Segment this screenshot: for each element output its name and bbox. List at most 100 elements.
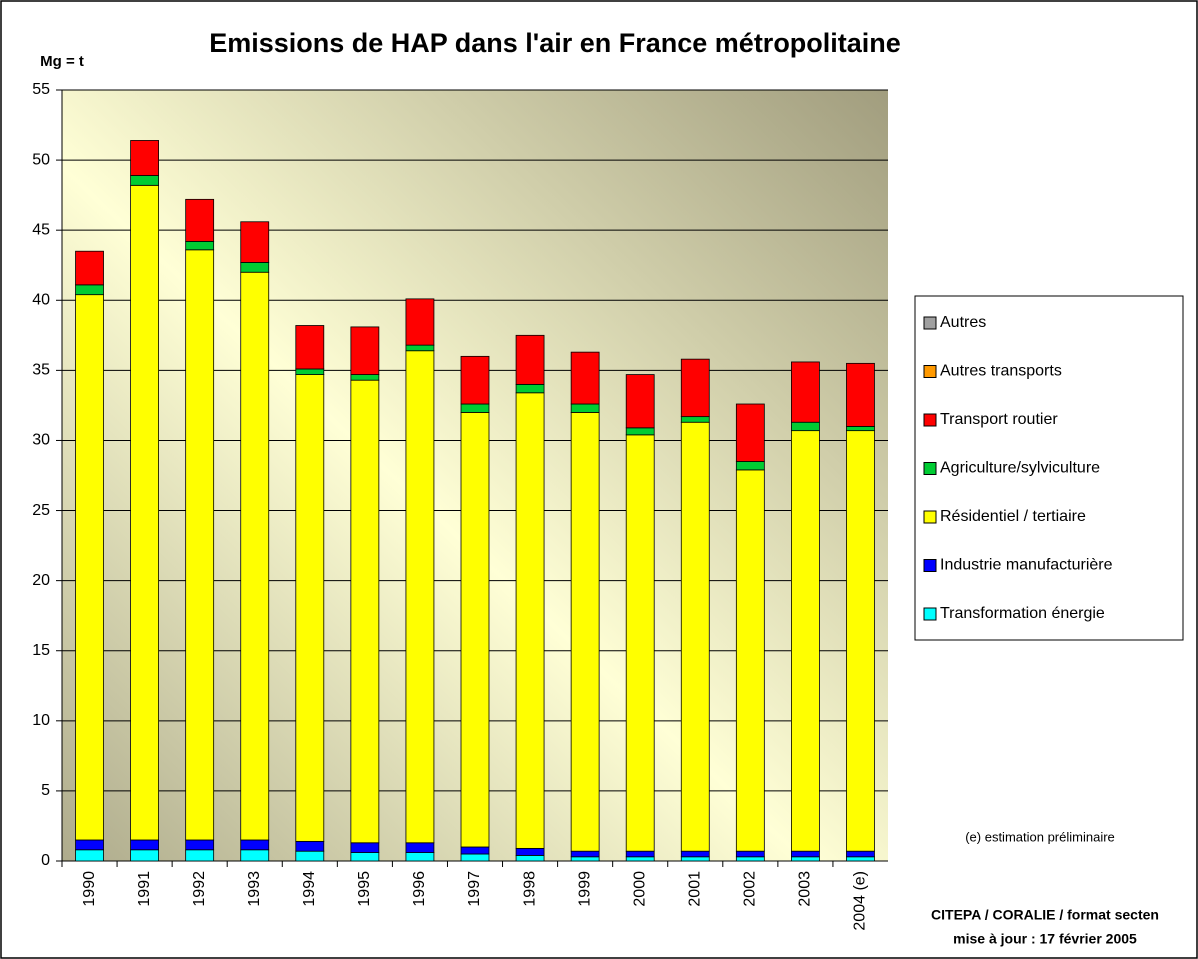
bar-segment: [185, 240, 215, 251]
bar-segment: [791, 856, 820, 862]
legend-swatch: [923, 413, 937, 427]
bar-segment: [515, 854, 545, 862]
bar-segment: [240, 271, 270, 841]
bar-segment: [735, 403, 765, 462]
bar-segment: [405, 852, 435, 862]
x-tick-label: 2002: [742, 871, 759, 907]
x-tick-label: 2001: [686, 871, 703, 907]
legend-swatch: [923, 316, 937, 330]
bar-segment: [240, 262, 270, 273]
x-tick-label: 1995: [356, 871, 373, 907]
bar-segment: [625, 850, 655, 858]
annotation: mise à jour : 17 février 2005: [953, 931, 1137, 947]
bar-segment: [130, 175, 160, 186]
bar-segment: [405, 344, 435, 352]
bar-segment: [846, 430, 875, 852]
legend-swatch: [923, 365, 937, 378]
bar-segment: [570, 850, 600, 858]
bar-segment: [846, 856, 875, 862]
bar-segment: [295, 850, 325, 862]
bar-segment: [515, 334, 545, 385]
bar-segment: [75, 294, 104, 841]
bar-segment: [570, 856, 600, 862]
bar-segment: [791, 850, 820, 858]
x-tick-label: 1994: [301, 871, 318, 907]
bar-segment: [350, 374, 380, 381]
bar-segment: [295, 368, 325, 375]
annotation: (e) estimation préliminaire: [965, 829, 1115, 844]
y-tick-label: 50: [32, 151, 50, 168]
legend-label: Industrie manufacturière: [940, 557, 1113, 574]
bar-segment: [295, 325, 325, 370]
y-axis-label: Mg = t: [40, 53, 84, 70]
bar-segment: [515, 392, 545, 849]
bar-segment: [295, 374, 325, 842]
legend-label: Agriculture/sylviculture: [940, 460, 1100, 477]
y-tick-label: 20: [32, 572, 50, 589]
y-tick-label: 40: [32, 291, 50, 308]
bar-segment: [460, 846, 490, 855]
y-tick-label: 30: [32, 432, 50, 449]
y-tick-label: 55: [32, 81, 50, 98]
x-tick-label: 1997: [466, 871, 483, 907]
bar-segment: [791, 361, 820, 423]
bar-segment: [240, 849, 270, 862]
bar-segment: [75, 839, 104, 851]
bar-segment: [130, 140, 160, 176]
y-tick-label: 5: [41, 782, 50, 799]
bar-segment: [791, 421, 820, 432]
y-tick-label: 45: [32, 221, 50, 238]
bar-segment: [185, 849, 215, 862]
y-tick-label: 0: [41, 852, 50, 869]
x-tick-label: 1999: [576, 871, 593, 907]
bar-segment: [130, 839, 160, 851]
bar-segment: [460, 403, 490, 413]
legend-swatch: [923, 462, 937, 475]
bar-segment: [350, 852, 380, 862]
legend-swatch: [923, 510, 937, 524]
bar-segment: [791, 430, 820, 852]
bar-segment: [405, 350, 435, 844]
legend-label: Transformation énergie: [940, 605, 1105, 622]
bar-segment: [680, 358, 710, 418]
y-tick-label: 10: [32, 712, 50, 729]
bar-segment: [405, 298, 435, 346]
legend-label: Résidentiel / tertiaire: [940, 508, 1086, 525]
y-tick-label: 25: [32, 502, 50, 519]
bar-segment: [130, 849, 160, 862]
bar-segment: [75, 284, 104, 296]
bar-segment: [240, 221, 270, 263]
bar-segment: [846, 362, 875, 427]
legend-swatch: [923, 607, 937, 621]
y-tick-label: 15: [32, 642, 50, 659]
bar-segment: [570, 412, 600, 852]
bar-segment: [515, 383, 545, 394]
bar-segment: [735, 856, 765, 862]
x-tick-label: 1996: [411, 871, 428, 907]
x-tick-label: 1991: [136, 871, 153, 907]
bar-segment: [570, 351, 600, 405]
x-tick-label: 2003: [797, 871, 814, 907]
bar-segment: [625, 427, 655, 436]
bar-segment: [460, 412, 490, 848]
bar-segment: [460, 853, 490, 862]
bar-segment: [240, 839, 270, 851]
legend-label: Autres: [940, 314, 986, 331]
bar-segment: [846, 426, 875, 432]
bar-segment: [735, 850, 765, 858]
x-tick-label: 2000: [631, 871, 648, 907]
legend-label: Transport routier: [940, 411, 1058, 428]
bar-segment: [680, 416, 710, 423]
x-tick-label: 1992: [191, 871, 208, 907]
chart-title: Emissions de HAP dans l'air en France mé…: [209, 28, 901, 58]
bar-segment: [735, 461, 765, 471]
bar-segment: [130, 184, 160, 841]
legend-box: [914, 295, 1184, 641]
bar-segment: [350, 842, 380, 853]
legend-swatch: [923, 559, 937, 572]
annotation: CITEPA / CORALIE / format secten: [931, 907, 1159, 923]
bar-segment: [735, 469, 765, 852]
bar-segment: [350, 379, 380, 844]
bar-segment: [460, 355, 490, 405]
